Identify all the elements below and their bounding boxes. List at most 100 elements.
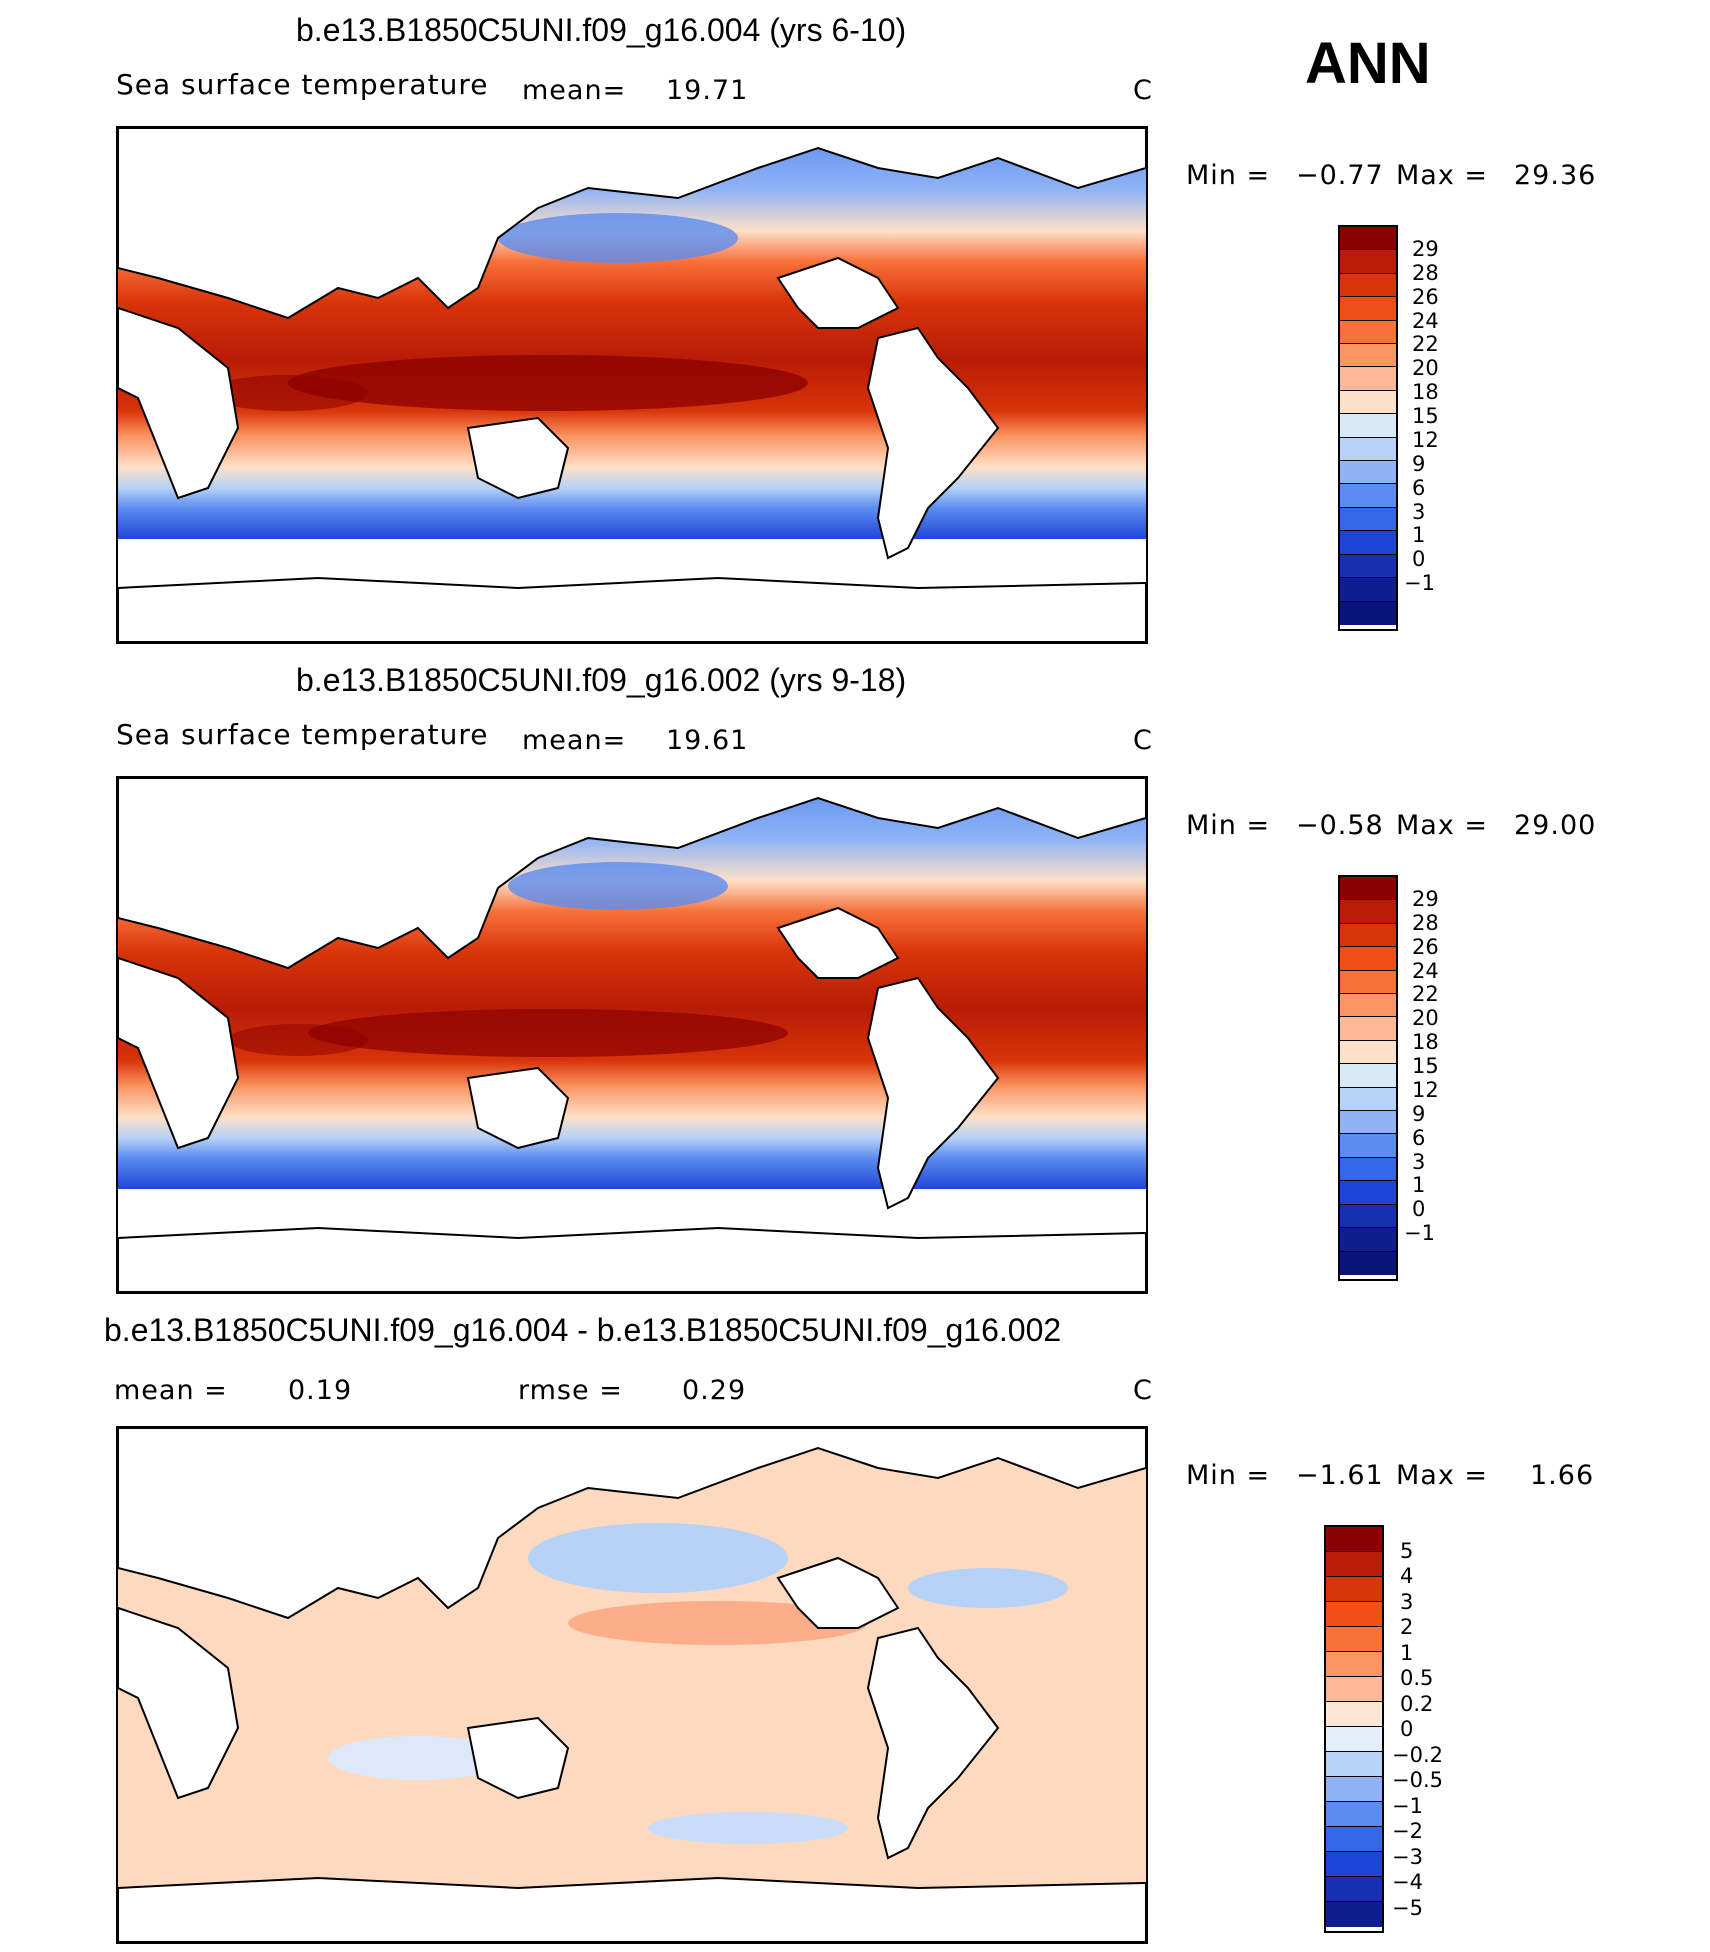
colorbar-tick-label: −3 xyxy=(1392,1844,1423,1869)
colorbar-swatch xyxy=(1326,1852,1382,1877)
panel1-title: b.e13.B1850C5UNI.f09_g16.004 (yrs 6-10) xyxy=(296,12,907,48)
colorbar-tick-label: 26 xyxy=(1412,934,1439,959)
panel2-map xyxy=(116,776,1148,1294)
colorbar-tick-label: 3 xyxy=(1412,499,1426,524)
colorbar-tick-label: 1 xyxy=(1400,1640,1414,1665)
colorbar-tick-label: 24 xyxy=(1412,958,1439,983)
colorbar-tick-label: −0.2 xyxy=(1392,1742,1443,1767)
colorbar-tick-label: 4 xyxy=(1400,1564,1414,1588)
panel2-min-value: −0.58 xyxy=(1296,810,1384,841)
colorbar-tick-label: 6 xyxy=(1412,1125,1426,1150)
land-masses xyxy=(118,778,1146,1292)
colorbar-swatch xyxy=(1326,1902,1382,1927)
colorbar-swatch xyxy=(1340,227,1396,251)
colorbar-swatch xyxy=(1326,1777,1382,1802)
north-pacific-cold xyxy=(508,862,728,910)
colorbar-swatch xyxy=(1340,1251,1396,1275)
colorbar-swatch xyxy=(1326,1802,1382,1827)
colorbar-tick-label: −1 xyxy=(1392,1793,1423,1818)
colorbar-tick-label: 6 xyxy=(1412,475,1426,500)
panel3-max-value: 1.66 xyxy=(1530,1460,1595,1491)
colorbar-tick-label: 1 xyxy=(1412,1173,1426,1198)
colorbar-swatch xyxy=(1340,1017,1396,1041)
colorbar-swatch xyxy=(1326,1652,1382,1677)
colorbar-swatch xyxy=(1340,414,1396,438)
panel3-mean-value: 0.19 xyxy=(288,1375,353,1406)
north-atlantic-cool-anomaly xyxy=(908,1568,1068,1608)
panel3-units: C xyxy=(1133,1375,1153,1406)
colorbar-swatch xyxy=(1340,507,1396,532)
colorbar-swatch xyxy=(1340,1040,1396,1065)
colorbar-swatch xyxy=(1340,994,1396,1018)
colorbar-tick-label: 0.2 xyxy=(1400,1691,1434,1716)
north-pacific-cold xyxy=(498,213,738,263)
north-pacific-cool-anomaly xyxy=(528,1523,788,1593)
colorbar-tick-label: 29 xyxy=(1412,886,1439,911)
panel2-max-value: 29.00 xyxy=(1514,810,1597,841)
warm-pool xyxy=(308,1009,788,1057)
colorbar-tick-label: −1 xyxy=(1404,1221,1435,1246)
colorbar-swatch xyxy=(1326,1527,1382,1552)
colorbar-tick-label: 24 xyxy=(1412,308,1439,333)
colorbar-tick-label: 26 xyxy=(1412,284,1439,309)
colorbar-swatch xyxy=(1340,923,1396,948)
colorbar-tick-label: 0.5 xyxy=(1400,1666,1434,1690)
colorbar-swatch xyxy=(1326,1677,1382,1702)
colorbar-swatch xyxy=(1340,320,1396,345)
panel2-min-label: Min = xyxy=(1186,810,1271,841)
colorbar-swatch xyxy=(1340,250,1396,274)
colorbar-swatch xyxy=(1340,1157,1396,1182)
panel1-min-value: −0.77 xyxy=(1296,160,1384,191)
panel1-mean-value: 19.71 xyxy=(666,75,749,106)
colorbar-tick-label: 0 xyxy=(1412,1197,1426,1222)
colorbar-swatch xyxy=(1340,970,1396,995)
colorbar-swatch xyxy=(1340,461,1396,485)
colorbar-swatch xyxy=(1340,273,1396,298)
panel1-variable: Sea surface temperature xyxy=(116,68,489,101)
colorbar-swatch xyxy=(1340,1181,1396,1205)
colorbar-swatch xyxy=(1340,578,1396,602)
colorbar-swatch xyxy=(1326,1752,1382,1777)
colorbar-swatch xyxy=(1340,900,1396,924)
panel2-mean-value: 19.61 xyxy=(666,725,749,756)
colorbar-swatch xyxy=(1326,1727,1382,1752)
panel3-map-svg xyxy=(118,1428,1146,1942)
warm-pool xyxy=(288,355,808,411)
colorbar-swatch xyxy=(1340,390,1396,415)
colorbar-tick-label: −2 xyxy=(1392,1819,1423,1843)
colorbar-swatch xyxy=(1326,1877,1382,1902)
colorbar-tick-label: 22 xyxy=(1412,332,1439,357)
colorbar-swatch xyxy=(1340,1087,1396,1112)
panel3-title: b.e13.B1850C5UNI.f09_g16.004 - b.e13.B18… xyxy=(104,1312,1062,1348)
colorbar-tick-label: 1 xyxy=(1412,523,1426,548)
colorbar-tick-label: −5 xyxy=(1392,1895,1423,1920)
colorbar-tick-label: 3 xyxy=(1412,1149,1426,1174)
panel2-mean-label: mean= xyxy=(522,725,627,756)
panel1-min-label: Min = xyxy=(1186,160,1271,191)
colorbar-tick-label: 20 xyxy=(1412,356,1439,381)
colorbar-tick-label: 0 xyxy=(1400,1717,1414,1741)
indian-warm xyxy=(228,1024,368,1056)
colorbar-tick-label: −1 xyxy=(1404,571,1435,596)
season-label: ANN xyxy=(1305,31,1431,96)
panel3-colorbar xyxy=(1324,1525,1384,1933)
colorbar-swatch xyxy=(1340,367,1396,391)
panel3-rmse-value: 0.29 xyxy=(682,1375,747,1406)
panel1-colorbar xyxy=(1338,225,1398,631)
colorbar-tick-label: 15 xyxy=(1412,1054,1439,1079)
colorbar-tick-label: 12 xyxy=(1412,1077,1439,1102)
panel2-max-label: Max = xyxy=(1396,810,1489,841)
colorbar-swatch xyxy=(1326,1827,1382,1852)
colorbar-swatch xyxy=(1326,1602,1382,1627)
panel1-max-label: Max = xyxy=(1396,160,1489,191)
panel3-rmse-label: rmse = xyxy=(518,1375,623,1406)
colorbar-swatch xyxy=(1326,1702,1382,1727)
colorbar-swatch xyxy=(1340,1134,1396,1158)
panel3-max-label: Max = xyxy=(1396,1460,1489,1491)
colorbar-tick-label: 28 xyxy=(1412,910,1439,935)
pacific-warm-anomaly xyxy=(568,1601,868,1645)
colorbar-tick-label: 3 xyxy=(1400,1589,1414,1614)
colorbar-swatch xyxy=(1340,877,1396,901)
indian-cool-anomaly xyxy=(328,1736,508,1780)
panel2-colorbar xyxy=(1338,875,1398,1281)
